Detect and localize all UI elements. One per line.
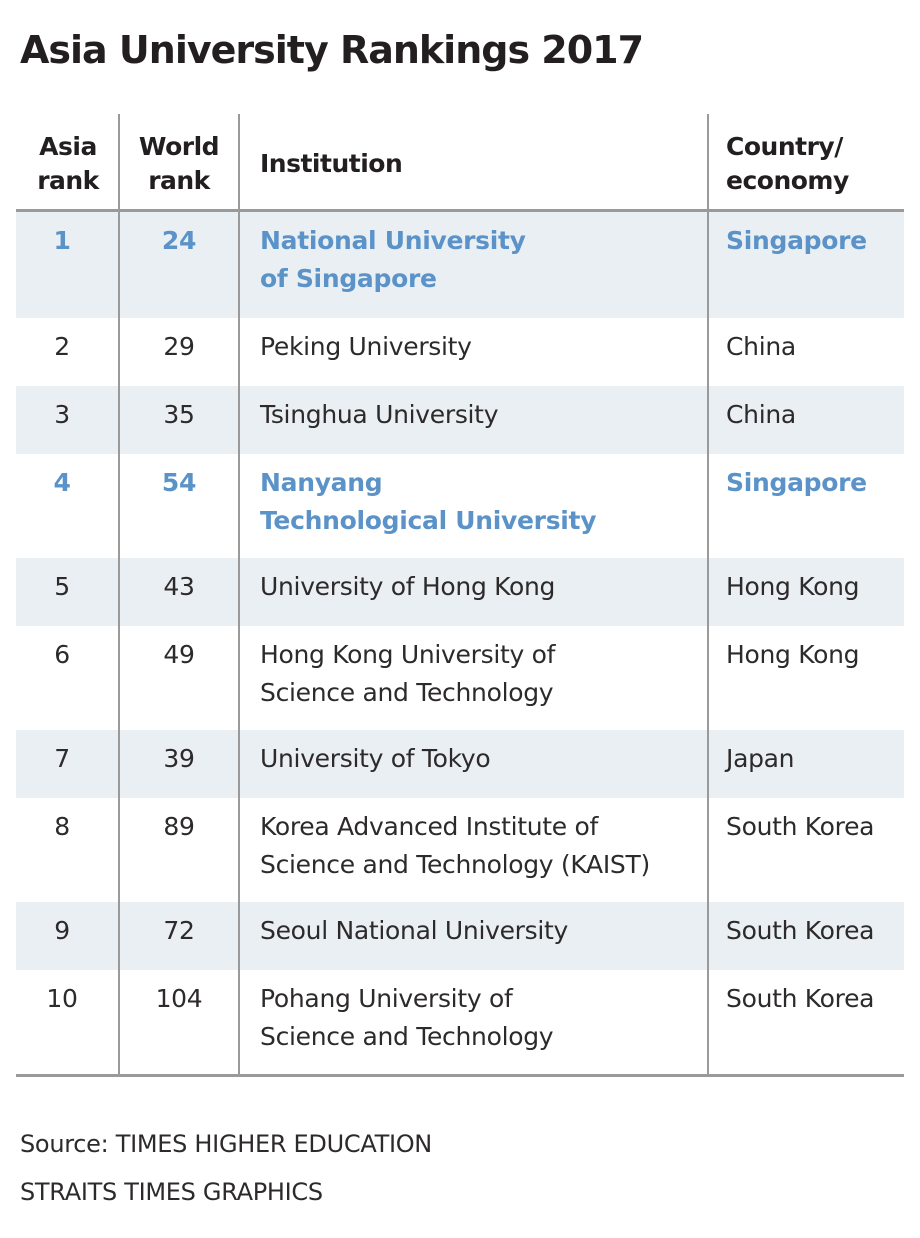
world-rank-cell: 54	[161, 468, 197, 497]
world-rank-cell: 72	[163, 916, 195, 945]
institution-cell: University of Tokyo	[260, 740, 700, 778]
institution-cell: National University of Singapore	[260, 222, 700, 298]
country-cell: China	[726, 332, 796, 361]
institution-cell: Tsinghua University	[260, 396, 700, 434]
header-country-line2: economy	[726, 166, 849, 195]
header-country-line1: Country/	[726, 132, 843, 161]
table-row: 1 24 National University of Singapore Singap…	[16, 212, 904, 318]
table-header: Asia rank World rank Institution Country…	[16, 114, 904, 212]
credit-note: STRAITS TIMES GRAPHICS	[20, 1178, 323, 1206]
asia-rank-cell: 4	[53, 468, 71, 497]
header-world-rank: World rank	[120, 130, 238, 198]
asia-rank-cell: 2	[54, 332, 70, 361]
institution-line: Peking University	[260, 332, 472, 361]
asia-rank-cell: 9	[54, 916, 70, 945]
header-asia-rank-line1: Asia	[39, 132, 97, 161]
table-row: 2 29 Peking University China	[16, 318, 904, 386]
table-row: 5 43 University of Hong Kong Hong Kong	[16, 558, 904, 626]
table-row: 3 35 Tsinghua University China	[16, 386, 904, 454]
world-rank-cell: 49	[163, 640, 195, 669]
country-cell: Singapore	[726, 226, 867, 255]
country-cell: China	[726, 400, 796, 429]
world-rank-cell: 104	[155, 984, 203, 1013]
institution-cell: Peking University	[260, 328, 700, 366]
institution-line: Korea Advanced Institute of	[260, 812, 599, 841]
column-divider	[707, 114, 709, 1077]
table-row: 7 39 University of Tokyo Japan	[16, 730, 904, 798]
world-rank-cell: 39	[163, 744, 195, 773]
table-row: 4 54 Nanyang Technological University Singap…	[16, 454, 904, 558]
institution-line: University of Tokyo	[260, 744, 491, 773]
world-rank-cell: 24	[161, 226, 197, 255]
rankings-table: Asia rank World rank Institution Country…	[16, 114, 904, 1077]
institution-line: National University	[260, 226, 526, 255]
institution-line: Science and Technology (KAIST)	[260, 850, 650, 879]
country-cell: Singapore	[726, 468, 867, 497]
table-body: 1 24 National University of Singapore Singap…	[16, 212, 904, 1074]
institution-line: University of Hong Kong	[260, 572, 556, 601]
country-cell: Hong Kong	[726, 640, 860, 669]
column-divider	[118, 114, 120, 1077]
country-cell: South Korea	[726, 916, 875, 945]
asia-rank-cell: 5	[54, 572, 70, 601]
institution-line: Hong Kong University of	[260, 640, 556, 669]
table-row: 10 104 Pohang University of Science and Tec…	[16, 970, 904, 1074]
institution-line: Nanyang	[260, 468, 383, 497]
asia-rank-cell: 1	[53, 226, 71, 255]
table-row: 6 49 Hong Kong University of Science and Te…	[16, 626, 904, 730]
institution-cell: Pohang University of Science and Technolo…	[260, 980, 700, 1056]
world-rank-cell: 35	[163, 400, 195, 429]
header-asia-rank: Asia rank	[16, 130, 120, 198]
asia-rank-cell: 3	[54, 400, 70, 429]
column-divider	[238, 114, 240, 1077]
country-cell: Japan	[726, 744, 795, 773]
country-cell: Hong Kong	[726, 572, 860, 601]
institution-line: Seoul National University	[260, 916, 569, 945]
asia-rank-cell: 6	[54, 640, 70, 669]
header-country: Country/ economy	[726, 130, 849, 198]
header-institution: Institution	[260, 149, 403, 178]
institution-line: Science and Technology	[260, 678, 554, 707]
asia-rank-cell: 7	[54, 744, 70, 773]
chart-title: Asia University Rankings 2017	[20, 28, 644, 72]
institution-cell: University of Hong Kong	[260, 568, 700, 606]
world-rank-cell: 29	[163, 332, 195, 361]
institution-line: of Singapore	[260, 264, 437, 293]
header-world-rank-line2: rank	[148, 166, 210, 195]
institution-line: Science and Technology	[260, 1022, 554, 1051]
header-world-rank-line1: World	[138, 132, 220, 161]
header-asia-rank-line2: rank	[37, 166, 99, 195]
world-rank-cell: 43	[163, 572, 195, 601]
asia-rank-cell: 10	[46, 984, 78, 1013]
country-cell: South Korea	[726, 984, 875, 1013]
institution-line: Pohang University of	[260, 984, 513, 1013]
table-row: 9 72 Seoul National University South Korea	[16, 902, 904, 970]
institution-cell: Nanyang Technological University	[260, 464, 700, 540]
table-row: 8 89 Korea Advanced Institute of Science an…	[16, 798, 904, 902]
asia-rank-cell: 8	[54, 812, 70, 841]
world-rank-cell: 89	[163, 812, 195, 841]
country-cell: South Korea	[726, 812, 875, 841]
institution-cell: Seoul National University	[260, 912, 700, 950]
institution-line: Tsinghua University	[260, 400, 499, 429]
source-note: Source: TIMES HIGHER EDUCATION	[20, 1130, 432, 1158]
institution-cell: Korea Advanced Institute of Science and T…	[260, 808, 700, 884]
institution-line: Technological University	[260, 506, 597, 535]
table-bottom-rule	[16, 1074, 904, 1077]
institution-cell: Hong Kong University of Science and Techn…	[260, 636, 700, 712]
